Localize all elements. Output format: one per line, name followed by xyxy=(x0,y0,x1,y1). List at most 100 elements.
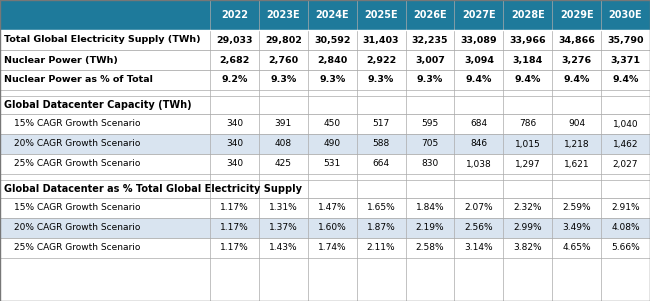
Text: Global Datacenter Capacity (TWh): Global Datacenter Capacity (TWh) xyxy=(4,100,192,110)
Text: 450: 450 xyxy=(324,119,341,129)
Text: 2.99%: 2.99% xyxy=(514,224,542,232)
Text: 4.65%: 4.65% xyxy=(562,244,591,253)
Text: 2.19%: 2.19% xyxy=(416,224,445,232)
Text: 664: 664 xyxy=(372,160,389,169)
Text: 2.56%: 2.56% xyxy=(465,224,493,232)
Text: 830: 830 xyxy=(421,160,439,169)
Text: 490: 490 xyxy=(324,139,341,148)
Text: 2,840: 2,840 xyxy=(317,55,347,64)
Text: 1,621: 1,621 xyxy=(564,160,590,169)
Text: 3,371: 3,371 xyxy=(610,55,640,64)
Text: 2023E: 2023E xyxy=(266,10,300,20)
Text: 25% CAGR Growth Scenario: 25% CAGR Growth Scenario xyxy=(14,160,140,169)
Text: 25% CAGR Growth Scenario: 25% CAGR Growth Scenario xyxy=(14,244,140,253)
Text: 904: 904 xyxy=(568,119,585,129)
Text: 1.74%: 1.74% xyxy=(318,244,346,253)
Text: 3.14%: 3.14% xyxy=(465,244,493,253)
Text: 1.17%: 1.17% xyxy=(220,203,249,213)
Text: 35,790: 35,790 xyxy=(607,36,644,45)
Text: 2,760: 2,760 xyxy=(268,55,298,64)
Text: 3,094: 3,094 xyxy=(464,55,494,64)
Text: 2,682: 2,682 xyxy=(219,55,250,64)
Text: 705: 705 xyxy=(421,139,439,148)
Text: 9.3%: 9.3% xyxy=(417,76,443,85)
Text: 2030E: 2030E xyxy=(609,10,642,20)
Text: 9.2%: 9.2% xyxy=(221,76,248,85)
Text: 846: 846 xyxy=(471,139,488,148)
Text: 2029E: 2029E xyxy=(560,10,593,20)
Text: 5.66%: 5.66% xyxy=(611,244,640,253)
Text: 1,040: 1,040 xyxy=(613,119,638,129)
Text: 2.07%: 2.07% xyxy=(465,203,493,213)
Bar xyxy=(0,114,650,134)
Text: 340: 340 xyxy=(226,119,243,129)
Text: 15% CAGR Growth Scenario: 15% CAGR Growth Scenario xyxy=(14,203,140,213)
Bar xyxy=(0,70,650,90)
Text: 3.49%: 3.49% xyxy=(562,224,591,232)
Text: 2022: 2022 xyxy=(221,10,248,20)
Text: 3,184: 3,184 xyxy=(513,55,543,64)
Text: 1.47%: 1.47% xyxy=(318,203,346,213)
Text: 1.87%: 1.87% xyxy=(367,224,395,232)
Bar xyxy=(0,96,650,114)
Text: 1.17%: 1.17% xyxy=(220,224,249,232)
Text: 3,007: 3,007 xyxy=(415,55,445,64)
Text: 2.11%: 2.11% xyxy=(367,244,395,253)
Text: 29,033: 29,033 xyxy=(216,36,253,45)
Text: Nuclear Power as % of Total: Nuclear Power as % of Total xyxy=(4,76,153,85)
Text: 340: 340 xyxy=(226,160,243,169)
Text: 1,297: 1,297 xyxy=(515,160,541,169)
Text: 1.17%: 1.17% xyxy=(220,244,249,253)
Text: 531: 531 xyxy=(324,160,341,169)
Text: 3.82%: 3.82% xyxy=(514,244,542,253)
Text: 20% CAGR Growth Scenario: 20% CAGR Growth Scenario xyxy=(14,224,140,232)
Text: Nuclear Power (TWh): Nuclear Power (TWh) xyxy=(4,55,118,64)
Text: 595: 595 xyxy=(421,119,439,129)
Text: 517: 517 xyxy=(372,119,390,129)
Text: 1,015: 1,015 xyxy=(515,139,541,148)
Text: 3,276: 3,276 xyxy=(562,55,592,64)
Text: 2025E: 2025E xyxy=(364,10,398,20)
Text: 684: 684 xyxy=(471,119,488,129)
Text: 391: 391 xyxy=(275,119,292,129)
Text: 2.91%: 2.91% xyxy=(611,203,640,213)
Text: 1.31%: 1.31% xyxy=(269,203,298,213)
Bar xyxy=(0,134,650,154)
Text: 1.43%: 1.43% xyxy=(269,244,298,253)
Text: 29,802: 29,802 xyxy=(265,36,302,45)
Bar xyxy=(0,154,650,174)
Text: 2024E: 2024E xyxy=(315,10,349,20)
Text: 2027E: 2027E xyxy=(462,10,496,20)
Text: 33,089: 33,089 xyxy=(461,36,497,45)
Text: 2.59%: 2.59% xyxy=(562,203,591,213)
Bar xyxy=(0,50,650,70)
Bar xyxy=(0,180,650,198)
Text: 9.3%: 9.3% xyxy=(270,76,296,85)
Text: Global Datacenter as % Total Global Electricity Supply: Global Datacenter as % Total Global Elec… xyxy=(4,184,302,194)
Text: Total Global Electricity Supply (TWh): Total Global Electricity Supply (TWh) xyxy=(4,36,201,45)
Text: 1.37%: 1.37% xyxy=(269,224,298,232)
Text: 2.58%: 2.58% xyxy=(416,244,445,253)
Text: 1,462: 1,462 xyxy=(613,139,638,148)
Text: 2028E: 2028E xyxy=(511,10,545,20)
Text: 588: 588 xyxy=(372,139,390,148)
Text: 4.08%: 4.08% xyxy=(611,224,640,232)
Text: 2026E: 2026E xyxy=(413,10,447,20)
Bar xyxy=(0,238,650,258)
Text: 9.3%: 9.3% xyxy=(368,76,395,85)
Text: 1,218: 1,218 xyxy=(564,139,590,148)
Text: 2.32%: 2.32% xyxy=(514,203,542,213)
Text: 15% CAGR Growth Scenario: 15% CAGR Growth Scenario xyxy=(14,119,140,129)
Text: 9.4%: 9.4% xyxy=(564,76,590,85)
Text: 9.3%: 9.3% xyxy=(319,76,345,85)
Text: 1.65%: 1.65% xyxy=(367,203,395,213)
Bar xyxy=(0,0,650,30)
Text: 340: 340 xyxy=(226,139,243,148)
Text: 33,966: 33,966 xyxy=(510,36,546,45)
Text: 31,403: 31,403 xyxy=(363,36,399,45)
Text: 1,038: 1,038 xyxy=(466,160,492,169)
Bar xyxy=(0,198,650,218)
Bar xyxy=(0,218,650,238)
Text: 1.84%: 1.84% xyxy=(416,203,445,213)
Text: 30,592: 30,592 xyxy=(314,36,350,45)
